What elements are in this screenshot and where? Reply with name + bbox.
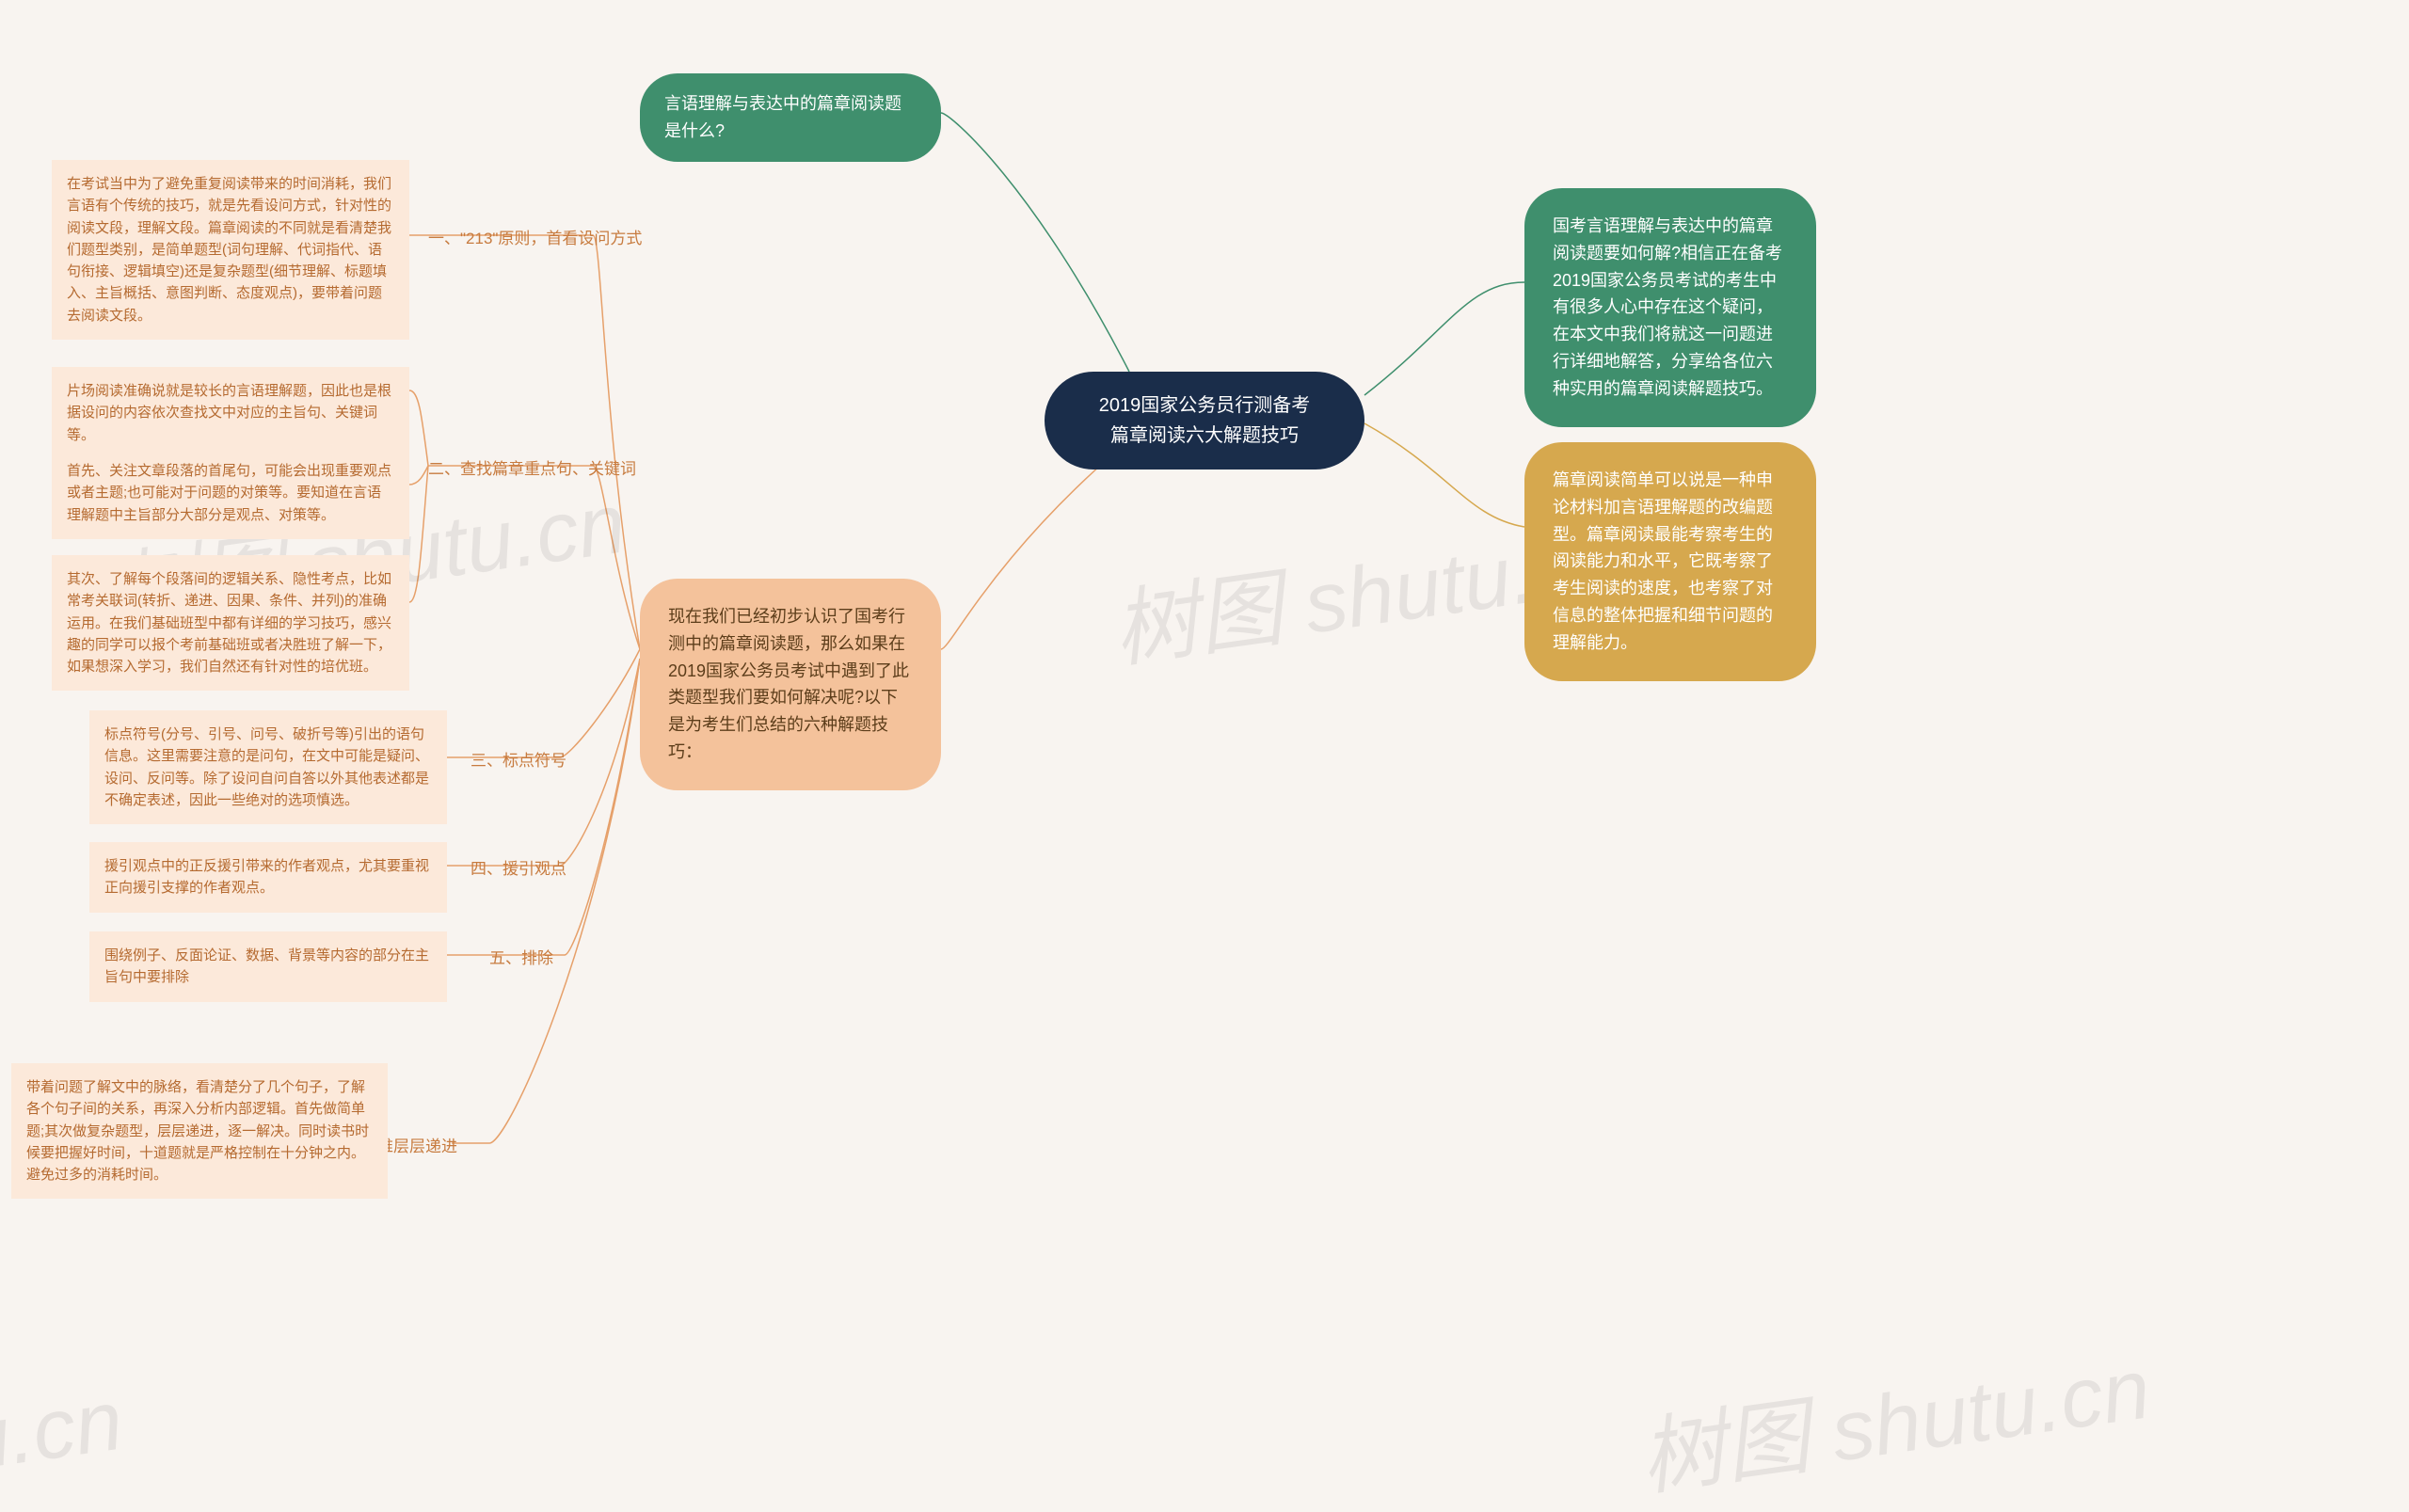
branch-tips-intro-text: 现在我们已经初步认识了国考行测中的篇章阅读题，那么如果在2019国家公务员考试中… — [668, 607, 909, 761]
connector — [489, 659, 640, 955]
tip-4-box: 援引观点中的正反援引带来的作者观点，尤其要重视正向援引支撑的作者观点。 — [89, 842, 447, 913]
branch-question[interactable]: 言语理解与表达中的篇章阅读题是什么? — [640, 73, 941, 162]
tip-3-label[interactable]: 三、标点符号 — [471, 748, 566, 773]
branch-overview-text: 篇章阅读简单可以说是一种申论材料加言语理解题的改编题型。篇章阅读最能考察考生的阅… — [1553, 470, 1773, 652]
tip-1-box: 在考试当中为了避免重复阅读带来的时间消耗，我们言语有个传统的技巧，就是先看设问方… — [52, 160, 409, 340]
connector — [409, 466, 428, 485]
tip-2-box-b: 首先、关注文章段落的首尾句，可能会出现重要观点或者主题;也可能对于问题的对策等。… — [52, 447, 409, 539]
tip-2-box-a: 片场阅读准确说就是较长的言语理解题，因此也是根据设问的内容依次查找文中对应的主旨… — [52, 367, 409, 459]
connector — [941, 456, 1110, 649]
connector — [941, 113, 1129, 372]
connector — [452, 659, 640, 1143]
tip-5-box: 围绕例子、反面论证、数据、背景等内容的部分在主旨句中要排除 — [89, 931, 447, 1002]
branch-question-text: 言语理解与表达中的篇章阅读题是什么? — [664, 94, 901, 140]
branch-intro[interactable]: 国考言语理解与表达中的篇章阅读题要如何解?相信正在备考2019国家公务员考试的考… — [1524, 188, 1816, 427]
tip-2-box-c: 其次、了解每个段落间的逻辑关系、隐性考点，比如常考关联词(转折、递进、因果、条件… — [52, 555, 409, 691]
connector — [409, 466, 428, 602]
center-node[interactable]: 2019国家公务员行测备考 篇章阅读六大解题技巧 — [1045, 372, 1364, 470]
tip-5-label[interactable]: 五、排除 — [489, 946, 553, 971]
watermark: u.cn — [0, 1373, 128, 1491]
connector — [409, 390, 428, 466]
tip-2-label[interactable]: 二、查找篇章重点句、关键词 — [428, 456, 636, 482]
tip-1-label[interactable]: 一、"213"原则，首看设问方式 — [428, 226, 642, 251]
branch-tips-intro[interactable]: 现在我们已经初步认识了国考行测中的篇章阅读题，那么如果在2019国家公务员考试中… — [640, 579, 941, 790]
branch-intro-text: 国考言语理解与表达中的篇章阅读题要如何解?相信正在备考2019国家公务员考试的考… — [1553, 216, 1782, 398]
connector — [428, 466, 640, 649]
tip-6-box: 带着问题了解文中的脉络，看清楚分了几个句子，了解各个句子间的关系，再深入分析内部… — [11, 1063, 388, 1199]
connector — [428, 235, 640, 649]
tip-4-label[interactable]: 四、援引观点 — [471, 856, 566, 882]
tip-3-box: 标点符号(分号、引号、问号、破折号等)引出的语句信息。这里需要注意的是问句，在文… — [89, 710, 447, 824]
connector — [1364, 282, 1524, 395]
center-title-2: 篇章阅读六大解题技巧 — [1077, 421, 1332, 451]
center-title-1: 2019国家公务员行测备考 — [1077, 390, 1332, 421]
branch-overview[interactable]: 篇章阅读简单可以说是一种申论材料加言语理解题的改编题型。篇章阅读最能考察考生的阅… — [1524, 442, 1816, 681]
watermark: 树图 shutu.cn — [1632, 1320, 2157, 1512]
connector — [1364, 423, 1524, 527]
connector — [471, 649, 640, 757]
